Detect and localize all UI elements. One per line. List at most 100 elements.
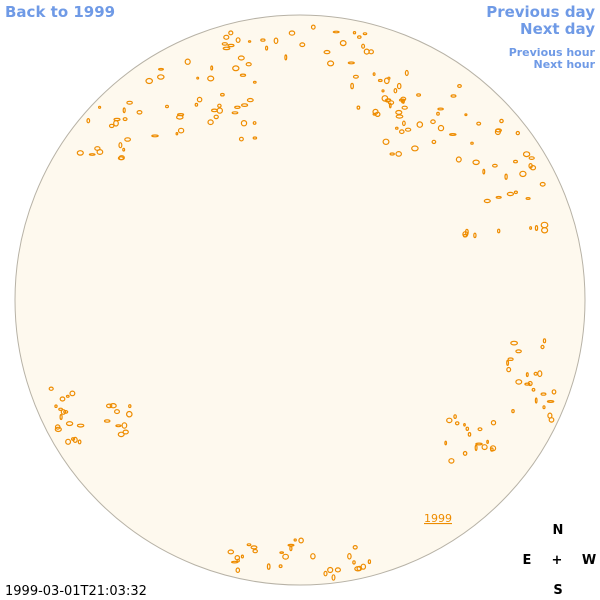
contour — [103, 419, 111, 423]
contour — [395, 150, 403, 157]
contour — [524, 382, 531, 386]
contour — [241, 103, 249, 107]
previous-day-link[interactable]: Previous day — [486, 3, 595, 21]
contour — [177, 127, 185, 134]
contour — [284, 54, 288, 61]
contour — [352, 31, 357, 35]
contour — [398, 129, 405, 135]
contour — [210, 65, 214, 71]
contour — [356, 35, 362, 39]
marker-label[interactable]: 1999 — [424, 512, 452, 525]
contour — [54, 426, 62, 433]
contour — [476, 121, 482, 126]
contour — [382, 138, 390, 145]
contour — [372, 112, 377, 116]
contour — [334, 567, 341, 573]
contour — [122, 107, 126, 114]
contour — [113, 117, 121, 122]
contour — [402, 120, 406, 127]
contour — [260, 38, 266, 42]
contour — [531, 387, 536, 392]
contour — [252, 548, 259, 554]
next-hour-link[interactable]: Next hour — [534, 58, 596, 71]
contour — [497, 228, 501, 234]
contour — [372, 72, 376, 76]
contour — [454, 421, 460, 426]
contour — [522, 151, 531, 158]
contour — [117, 156, 125, 161]
contour — [495, 195, 502, 199]
contour — [462, 450, 468, 456]
contour — [136, 110, 143, 115]
contour — [59, 396, 66, 402]
previous-hour-link[interactable]: Previous hour — [509, 46, 596, 59]
contour — [217, 103, 222, 109]
contour — [58, 407, 63, 411]
contour — [395, 114, 404, 119]
contour — [396, 82, 402, 90]
contour — [470, 141, 474, 145]
contour — [59, 413, 63, 421]
contour — [298, 537, 304, 544]
contour — [384, 98, 391, 103]
contour — [72, 436, 78, 443]
contour — [361, 43, 366, 49]
back-link[interactable]: Back to 1999 — [5, 3, 115, 21]
contour — [457, 83, 462, 88]
contours — [48, 24, 557, 581]
contour — [65, 394, 70, 398]
contour — [207, 119, 214, 126]
contour — [122, 117, 128, 122]
contour — [176, 114, 184, 120]
contour — [362, 32, 368, 36]
contour — [234, 555, 241, 561]
contour — [519, 170, 527, 178]
contour — [472, 159, 480, 166]
disk — [14, 14, 586, 586]
contour — [105, 403, 113, 409]
contour — [448, 458, 455, 464]
contour — [151, 134, 159, 138]
contour — [525, 372, 529, 378]
contour — [499, 118, 504, 124]
next-day-link[interactable]: Next day — [520, 20, 595, 38]
contour — [363, 48, 370, 55]
contour — [227, 549, 235, 555]
contour — [245, 61, 252, 67]
contour — [477, 427, 483, 432]
contour — [65, 438, 72, 445]
compass-west: W — [582, 553, 596, 568]
contour — [389, 152, 395, 156]
contour — [537, 370, 543, 378]
contour — [235, 37, 241, 43]
contour — [117, 431, 125, 438]
contour — [252, 80, 257, 84]
contour — [287, 543, 295, 547]
contour — [126, 100, 133, 105]
contour — [404, 69, 409, 77]
contour — [278, 564, 283, 569]
contour — [489, 445, 497, 452]
contour — [356, 105, 361, 110]
contour — [512, 159, 518, 164]
contour — [486, 439, 490, 444]
contour — [352, 560, 356, 565]
contour — [63, 410, 69, 414]
contour — [450, 94, 457, 98]
contour — [282, 553, 290, 560]
contour — [210, 108, 218, 113]
contour — [352, 74, 359, 79]
contour — [109, 403, 117, 409]
compass-center: + — [552, 553, 563, 568]
contour — [223, 34, 230, 40]
contour — [108, 123, 115, 129]
contour — [504, 173, 508, 180]
contour — [347, 61, 355, 65]
contour — [360, 563, 367, 570]
contour — [528, 156, 535, 161]
contour — [436, 111, 440, 116]
contour — [492, 163, 498, 168]
contour — [377, 78, 383, 83]
